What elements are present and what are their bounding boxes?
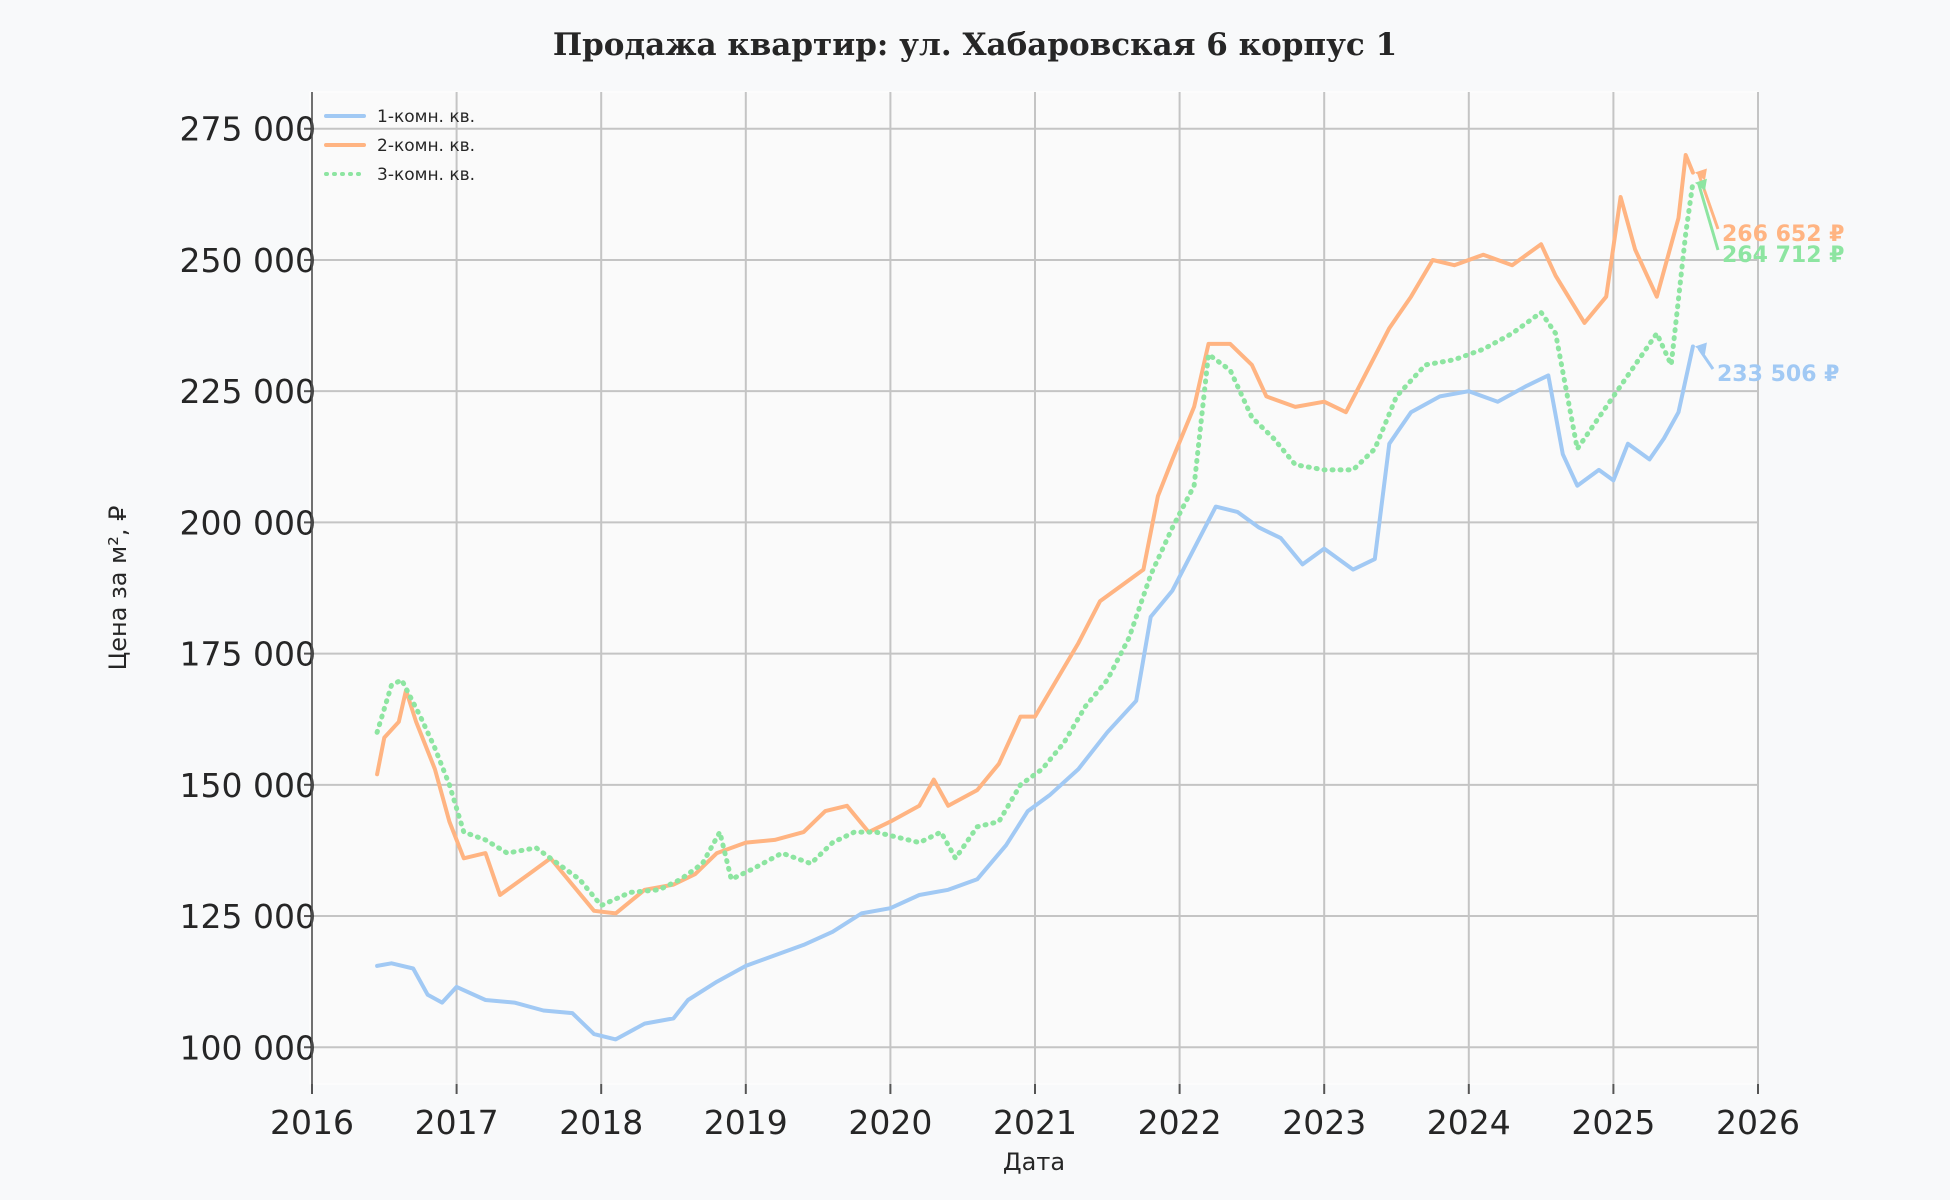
x-tick-label: 2017 — [415, 1103, 499, 1142]
y-axis-ticks: 100 000 125 000 150 000 175 000 200 000 225 0… — [180, 92, 316, 1094]
annotation-label: 266 652 ₽ — [1722, 222, 1844, 247]
x-tick-label: 2019 — [704, 1103, 788, 1142]
x-tick-label: 2018 — [559, 1103, 643, 1142]
y-axis-label: Цена за м², ₽ — [104, 506, 132, 671]
annotation-label: 264 712 ₽ — [1722, 243, 1844, 268]
x-tick-label: 2020 — [848, 1103, 932, 1142]
y-tick-label: 150 000 — [180, 766, 316, 805]
series-line-2 — [375, 153, 1695, 916]
annotations: 233 506 ₽ 266 652 ₽264 712 ₽ — [1694, 168, 1844, 387]
x-axis-label: Дата — [1003, 1148, 1065, 1176]
y-tick-label: 225 000 — [180, 372, 316, 411]
legend-label: 1-комн. кв. — [377, 107, 475, 127]
x-tick-label: 2021 — [993, 1103, 1077, 1142]
legend: 1-комн. кв. 2-комн. кв. 3-комн. кв. — [324, 107, 475, 185]
legend-label: 3-комн. кв. — [377, 165, 475, 185]
x-tick-label: 2023 — [1282, 1103, 1366, 1142]
chart-title: Продажа квартир: ул. Хабаровская 6 корпу… — [553, 27, 1397, 63]
annotation-arrowhead — [1694, 342, 1707, 355]
x-tick-label: 2025 — [1571, 1103, 1655, 1142]
series-line-1 — [375, 344, 1695, 1042]
y-tick-label: 275 000 — [180, 110, 316, 149]
x-tick-label: 2016 — [270, 1103, 354, 1142]
x-axis-ticks: 2016 2017 2018 2019 2020 2021 2022 2023 2024 2025… — [270, 1084, 1800, 1142]
y-tick-label: 200 000 — [180, 503, 316, 542]
legend-label: 2-комн. кв. — [377, 136, 475, 156]
y-tick-label: 125 000 — [180, 897, 316, 936]
x-tick-label: 2026 — [1716, 1103, 1800, 1142]
annotation-label: 233 506 ₽ — [1717, 362, 1839, 387]
annotation-arrowhead — [1694, 168, 1707, 181]
y-tick-label: 175 000 — [180, 635, 316, 674]
y-tick-label: 100 000 — [180, 1028, 316, 1067]
annotation-arrow — [1697, 184, 1720, 251]
x-tick-label: 2024 — [1427, 1103, 1511, 1142]
annotation-arrowhead — [1694, 178, 1707, 191]
x-tick-label: 2022 — [1138, 1103, 1222, 1142]
series-lines — [374, 153, 1696, 1042]
annotation-arrow — [1697, 347, 1715, 370]
series-line-3 — [374, 180, 1696, 908]
y-tick-label: 250 000 — [180, 241, 316, 280]
